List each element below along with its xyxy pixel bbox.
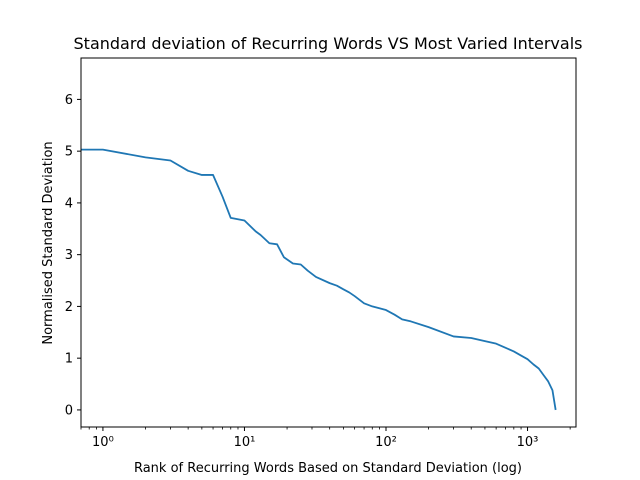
x-tick-label: 10³ — [517, 435, 539, 450]
x-tick-label: 10⁰ — [92, 435, 114, 450]
y-tick-label: 5 — [65, 145, 73, 160]
x-tick-label: 10² — [375, 435, 397, 450]
y-tick-label: 4 — [65, 196, 73, 211]
y-tick-label: 6 — [65, 93, 73, 108]
y-tick-label: 3 — [65, 248, 73, 263]
series-line — [81, 148, 557, 411]
y-axis-label: Normalised Standard Deviation — [41, 141, 56, 344]
y-tick-label: 1 — [65, 352, 73, 367]
y-axis-ticks: 0 1 2 3 4 5 6 — [65, 93, 81, 418]
x-axis-ticks: 10⁰ 10¹ 10² 10³ — [80, 427, 571, 450]
chart-title: Standard deviation of Recurring Words VS… — [74, 34, 583, 53]
y-tick-label: 2 — [65, 300, 73, 315]
plot-frame — [80, 57, 577, 428]
x-tick-label: 10¹ — [234, 435, 256, 450]
y-tick-label: 0 — [65, 403, 73, 418]
x-axis-label: Rank of Recurring Words Based on Standar… — [134, 461, 522, 476]
